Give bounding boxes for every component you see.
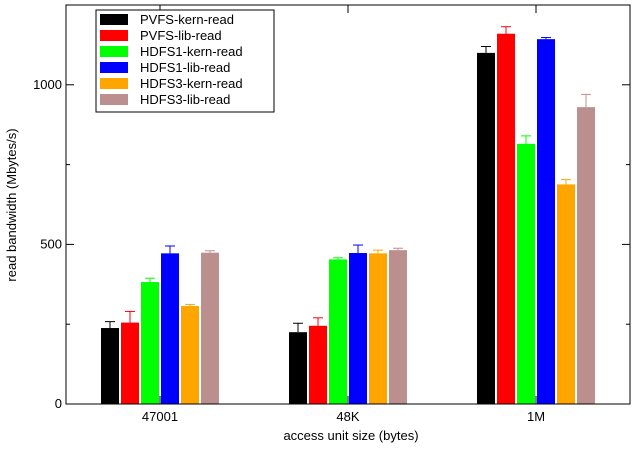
bar bbox=[369, 253, 387, 404]
bar bbox=[121, 322, 139, 404]
legend-swatch bbox=[100, 78, 128, 89]
legend-swatch bbox=[100, 94, 128, 105]
y-tick-label: 500 bbox=[40, 236, 62, 251]
bar bbox=[537, 39, 555, 405]
x-tick-label: 1M bbox=[527, 409, 545, 424]
bar bbox=[309, 325, 327, 404]
legend-swatch bbox=[100, 14, 128, 25]
bar bbox=[517, 143, 535, 405]
bar bbox=[349, 253, 367, 404]
legend-label: HDFS3-lib-read bbox=[140, 92, 230, 107]
legend-label: PVFS-lib-read bbox=[140, 28, 222, 43]
bar bbox=[101, 328, 119, 404]
legend: PVFS-kern-readPVFS-lib-readHDFS1-kern-re… bbox=[95, 9, 275, 113]
y-axis-label: read bandwidth (Mbytes/s) bbox=[4, 128, 19, 281]
bar bbox=[497, 33, 515, 405]
legend-swatch bbox=[100, 62, 128, 73]
ticks-layer: 0 500 1000 47001 48K 1M bbox=[33, 4, 630, 424]
bar bbox=[477, 52, 495, 404]
bar bbox=[161, 253, 179, 404]
y-tick-label: 1000 bbox=[33, 77, 62, 92]
bar bbox=[141, 282, 159, 404]
y-tick-label: 0 bbox=[55, 396, 62, 411]
legend-swatch bbox=[100, 46, 128, 57]
x-tick-label: 47001 bbox=[142, 409, 178, 424]
bar bbox=[329, 259, 347, 404]
legend-swatch bbox=[100, 30, 128, 41]
x-axis-label: access unit size (bytes) bbox=[283, 428, 418, 443]
bar bbox=[557, 184, 575, 404]
bar bbox=[181, 306, 199, 404]
bar bbox=[577, 107, 595, 405]
bar bbox=[289, 332, 307, 404]
legend-label: HDFS1-lib-read bbox=[140, 60, 230, 75]
legend-label: HDFS3-kern-read bbox=[140, 76, 243, 91]
legend-label: HDFS1-kern-read bbox=[140, 44, 243, 59]
bar bbox=[201, 252, 219, 404]
bars-layer bbox=[101, 26, 595, 405]
legend-label: PVFS-kern-read bbox=[140, 12, 234, 27]
x-tick-label: 48K bbox=[336, 409, 359, 424]
bar bbox=[389, 250, 407, 404]
